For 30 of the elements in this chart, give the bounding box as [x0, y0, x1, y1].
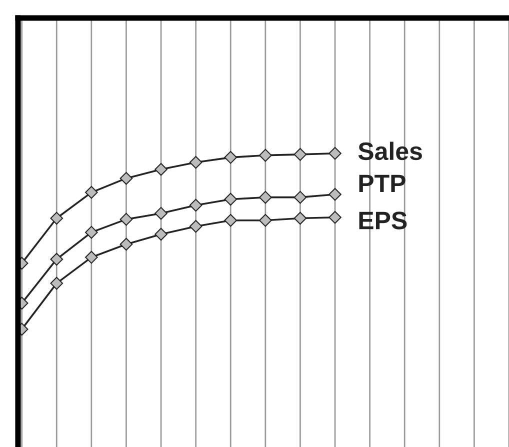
point	[154, 206, 168, 220]
point	[189, 198, 202, 212]
point	[224, 214, 238, 227]
point	[189, 156, 202, 169]
point	[294, 148, 307, 161]
point	[85, 250, 98, 264]
point	[85, 226, 98, 239]
point	[154, 228, 168, 241]
point	[120, 172, 133, 185]
point	[154, 162, 168, 176]
point	[224, 192, 238, 206]
point	[120, 212, 133, 226]
point	[328, 210, 342, 224]
point	[294, 212, 307, 225]
point	[328, 188, 342, 201]
series-label: EPS	[359, 212, 407, 230]
point	[50, 276, 64, 290]
point	[294, 190, 307, 204]
point	[189, 220, 202, 233]
point	[224, 151, 238, 164]
point	[259, 214, 272, 227]
series-label: Sales	[358, 142, 422, 160]
point	[259, 148, 272, 162]
point	[328, 146, 342, 160]
point	[259, 190, 272, 204]
point	[85, 186, 98, 199]
series-label: PTP	[359, 174, 406, 192]
point	[50, 252, 64, 266]
point	[120, 238, 133, 251]
point	[50, 212, 64, 225]
